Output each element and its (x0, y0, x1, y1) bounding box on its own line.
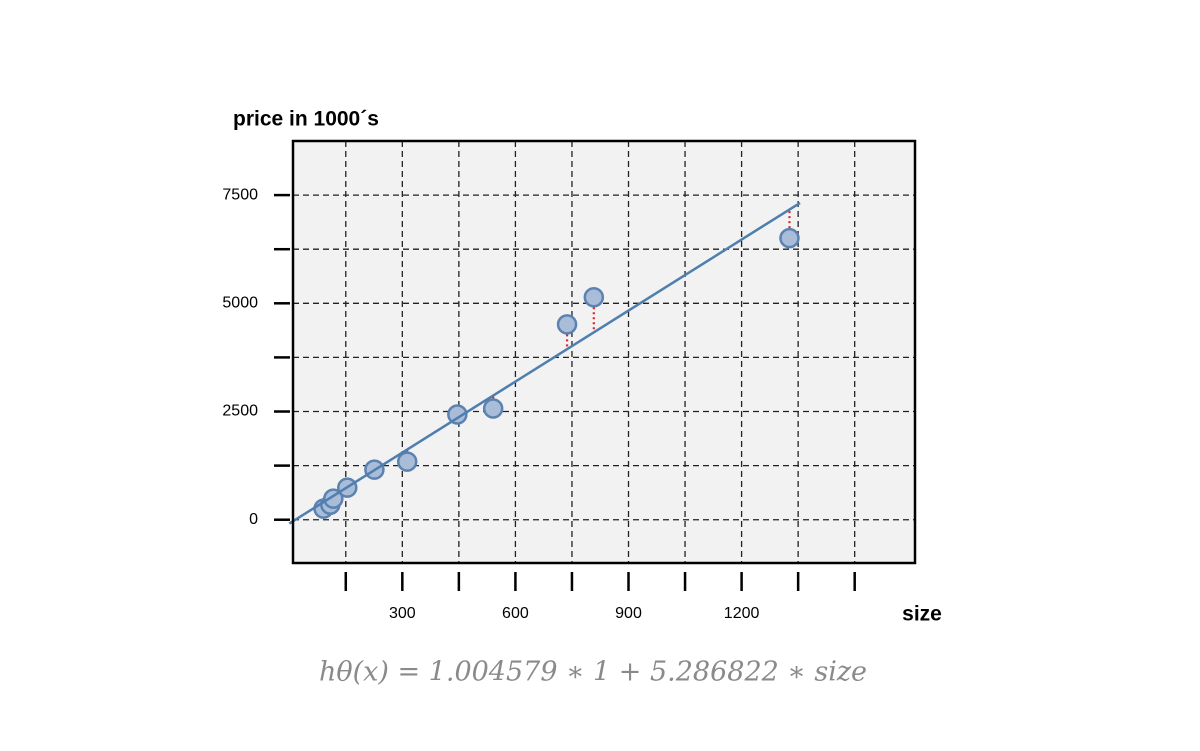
y-tick-label: 5000 (222, 295, 258, 312)
equation: hθ(x) = 1.004579 ∗ 1 + 5.286822 ∗ size (319, 657, 867, 688)
x-tick-label: 600 (502, 605, 529, 622)
marks (288, 201, 801, 525)
fit-line (288, 201, 801, 525)
data-point (482, 398, 504, 419)
x-tick-label: 300 (389, 605, 416, 622)
data-point (779, 227, 800, 249)
data-point (556, 314, 578, 335)
data-point (447, 404, 468, 425)
data-point (396, 451, 418, 472)
x-tick-label: 1200 (724, 605, 760, 622)
x-tick-label: 900 (615, 605, 642, 622)
y-tick-label: 0 (249, 511, 258, 528)
y-tick-label: 2500 (222, 403, 258, 420)
y-tick-label: 7500 (222, 186, 258, 203)
y-axis-label: price in 1000´s (233, 108, 379, 131)
x-axis-label: size (902, 603, 942, 626)
data-point (583, 287, 605, 308)
plot-frame (291, 139, 917, 565)
plot-area (293, 141, 915, 563)
